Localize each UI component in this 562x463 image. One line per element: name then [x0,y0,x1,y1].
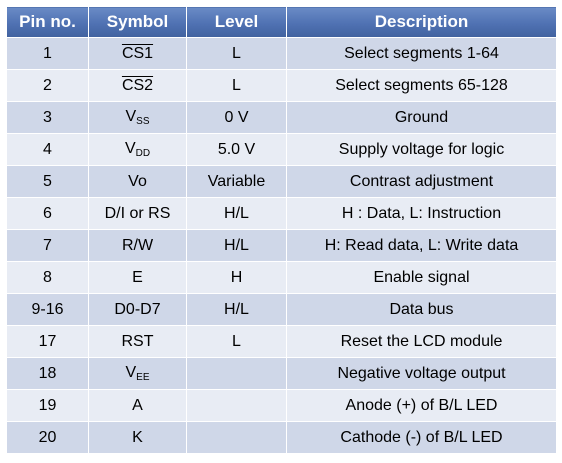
symbol-text: D0-D7 [114,300,161,318]
symbol-cell: VEE [88,357,187,390]
level-cell: L [186,325,287,358]
table-row: 5 Vo Variable Contrast adjustment [6,165,557,198]
level-cell: H [186,261,287,294]
description-cell: Reset the LCD module [286,325,557,358]
pin-cell: 2 [6,69,89,102]
table-row: 2 CS2 L Select segments 65-128 [6,69,557,102]
pin-cell: 20 [6,421,89,454]
description-cell: Supply voltage for logic [286,133,557,166]
table-row: 9-16 D0-D7 H/L Data bus [6,293,557,326]
description-cell: Select segments 1-64 [286,37,557,70]
symbol-cell: A [88,389,187,422]
level-cell: 5.0 V [186,133,287,166]
table-row: 4 VDD 5.0 V Supply voltage for logic [6,133,557,166]
table-row: 19 A Anode (+) of B/L LED [6,389,557,422]
symbol-text: Vo [128,172,147,190]
symbol-text: A [132,396,143,414]
table-row: 6 D/I or RS H/L H : Data, L: Instruction [6,197,557,230]
pin-table: Pin no. Symbol Level Description 1 CS1 L Se… [6,6,557,454]
symbol-cell: RST [88,325,187,358]
description-cell: Contrast adjustment [286,165,557,198]
level-cell: L [186,69,287,102]
table-row: 20 K Cathode (-) of B/L LED [6,421,557,454]
pin-cell: 7 [6,229,89,262]
table-body: 1 CS1 L Select segments 1-64 2 CS2 L Select seg… [6,37,557,454]
description-cell: Negative voltage output [286,357,557,390]
header-level: Level [186,6,287,38]
symbol-text: R/W [121,236,154,254]
symbol-text: K [132,428,143,446]
symbol-subscript: EE [136,372,150,383]
symbol-cell: VDD [88,133,187,166]
symbol-cell: E [88,261,187,294]
level-cell [186,357,287,390]
table-row: 3 VSS 0 V Ground [6,101,557,134]
symbol-text: CS2 [121,76,154,94]
symbol-cell: Vo [88,165,187,198]
pin-cell: 19 [6,389,89,422]
symbol-text: V [124,140,136,157]
symbol-subscript: DD [135,148,151,159]
symbol-text: V [125,364,137,381]
table-row: 17 RST L Reset the LCD module [6,325,557,358]
symbol-text: V [125,108,137,125]
symbol-text: E [132,268,143,286]
description-cell: Data bus [286,293,557,326]
table-row: 18 VEE Negative voltage output [6,357,557,390]
symbol-cell: K [88,421,187,454]
pin-cell: 17 [6,325,89,358]
symbol-cell: D0-D7 [88,293,187,326]
table-row: 8 E H Enable signal [6,261,557,294]
description-cell: Anode (+) of B/L LED [286,389,557,422]
description-cell: Enable signal [286,261,557,294]
pin-cell: 4 [6,133,89,166]
symbol-cell: R/W [88,229,187,262]
symbol-text: D/I or RS [104,204,171,222]
level-cell [186,389,287,422]
level-cell: H/L [186,229,287,262]
symbol-text: CS1 [121,44,154,62]
description-cell: H : Data, L: Instruction [286,197,557,230]
description-cell: Ground [286,101,557,134]
level-cell: Variable [186,165,287,198]
pin-cell: 1 [6,37,89,70]
symbol-cell: CS2 [88,69,187,102]
header-pin: Pin no. [6,6,89,38]
pin-cell: 3 [6,101,89,134]
table-row: 1 CS1 L Select segments 1-64 [6,37,557,70]
header-symbol: Symbol [88,6,187,38]
pin-cell: 18 [6,357,89,390]
description-cell: H: Read data, L: Write data [286,229,557,262]
pin-cell: 6 [6,197,89,230]
level-cell [186,421,287,454]
header-description: Description [286,6,557,38]
level-cell: H/L [186,197,287,230]
symbol-subscript: SS [136,116,150,127]
pin-cell: 8 [6,261,89,294]
pin-cell: 9-16 [6,293,89,326]
header-row: Pin no. Symbol Level Description [6,6,557,38]
symbol-cell: CS1 [88,37,187,70]
level-cell: 0 V [186,101,287,134]
symbol-cell: D/I or RS [88,197,187,230]
table-row: 7 R/W H/L H: Read data, L: Write data [6,229,557,262]
level-cell: H/L [186,293,287,326]
description-cell: Select segments 65-128 [286,69,557,102]
symbol-cell: VSS [88,101,187,134]
description-cell: Cathode (-) of B/L LED [286,421,557,454]
pin-cell: 5 [6,165,89,198]
level-cell: L [186,37,287,70]
symbol-text: RST [121,332,154,350]
